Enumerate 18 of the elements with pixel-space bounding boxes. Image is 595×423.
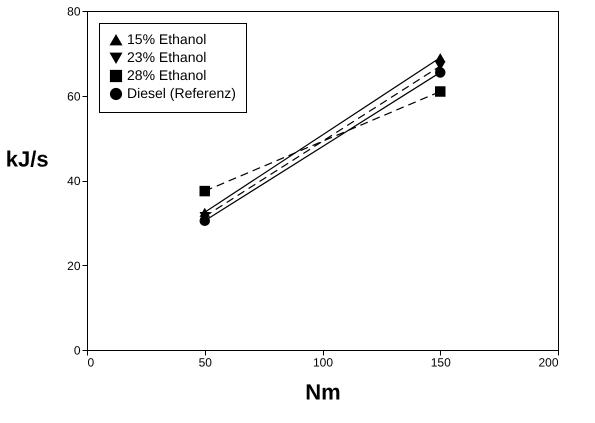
y-tick-label: 0 [74,344,81,358]
point [435,86,446,97]
y-axis-title: kJ/s [6,146,49,172]
legend-label: Diesel (Referenz) [127,85,236,101]
legend-label: 28% Ethanol [127,67,206,83]
point [200,186,210,196]
x-tick-label: 100 [312,356,334,370]
x-axis-title: Nm [305,380,341,404]
x-tick-label: 50 [198,356,212,370]
legend-label: 15% Ethanol [127,31,206,47]
x-tick-label: 200 [538,356,559,370]
y-tick-label: 20 [67,258,81,273]
x-tick-label: 150 [430,356,452,370]
y-tick-label: 80 [67,4,81,18]
y-tick-label: 60 [67,89,81,104]
y-tick-label: 40 [67,174,81,188]
x-tick-label: 0 [88,356,94,370]
legend-label: 23% Ethanol [127,49,206,65]
